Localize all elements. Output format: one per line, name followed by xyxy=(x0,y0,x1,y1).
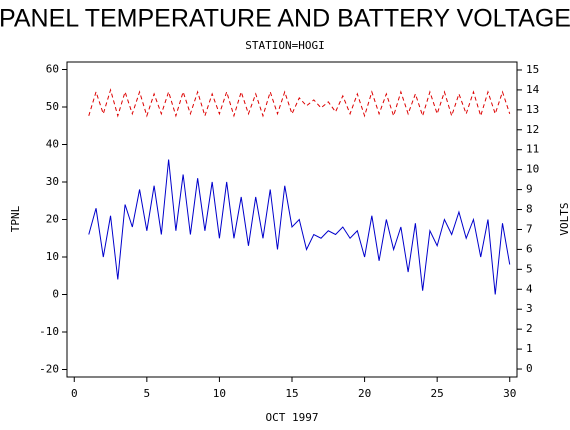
x-tick-label: 25 xyxy=(431,387,444,400)
y-tick-label: 30 xyxy=(46,175,59,188)
x-axis-label: OCT 1997 xyxy=(266,411,319,424)
x-tick-label: 5 xyxy=(144,387,151,400)
y2-tick-label: 3 xyxy=(526,302,533,315)
y2-axis-label: VOLTS xyxy=(558,202,570,235)
y2-tick-label: 7 xyxy=(526,222,533,235)
y-tick-label: -20 xyxy=(39,363,59,376)
y-tick-label: 40 xyxy=(46,138,59,151)
series-line xyxy=(88,88,511,118)
y2-tick-label: 8 xyxy=(526,203,533,216)
chart-subtitle: STATION=HOGI xyxy=(245,39,324,52)
x-tick-label: 10 xyxy=(213,387,226,400)
x-tick-label: 15 xyxy=(285,387,298,400)
y-tick-label: 10 xyxy=(46,250,59,263)
x-tick-label: 0 xyxy=(71,387,78,400)
chart-title: PANEL TEMPERATURE AND BATTERY VOLTAGE xyxy=(0,5,570,33)
x-tick-label: 20 xyxy=(358,387,371,400)
y2-tick-label: 12 xyxy=(526,123,539,136)
y-tick-label: 0 xyxy=(52,288,59,301)
y2-tick-label: 5 xyxy=(526,262,533,275)
y2-tick-label: 0 xyxy=(526,362,533,375)
y-tick-label: -10 xyxy=(39,325,59,338)
y2-tick-label: 2 xyxy=(526,322,533,335)
y2-tick-label: 13 xyxy=(526,103,539,116)
y2-tick-label: 15 xyxy=(526,63,539,76)
y2-tick-label: 10 xyxy=(526,163,539,176)
y-tick-label: 50 xyxy=(46,100,59,113)
y2-tick-label: 6 xyxy=(526,242,533,255)
y-tick-label: 20 xyxy=(46,213,59,226)
y2-tick-label: 9 xyxy=(526,183,533,196)
y-tick-label: 60 xyxy=(46,63,59,76)
y2-tick-label: 1 xyxy=(526,342,533,355)
x-tick-label: 30 xyxy=(503,387,516,400)
y-axis-label: TPNL xyxy=(9,205,22,232)
series-line xyxy=(88,159,511,295)
y2-tick-label: 14 xyxy=(526,83,540,96)
y2-tick-label: 11 xyxy=(526,143,539,156)
plot-frame xyxy=(66,61,518,378)
y2-tick-label: 4 xyxy=(526,282,533,295)
